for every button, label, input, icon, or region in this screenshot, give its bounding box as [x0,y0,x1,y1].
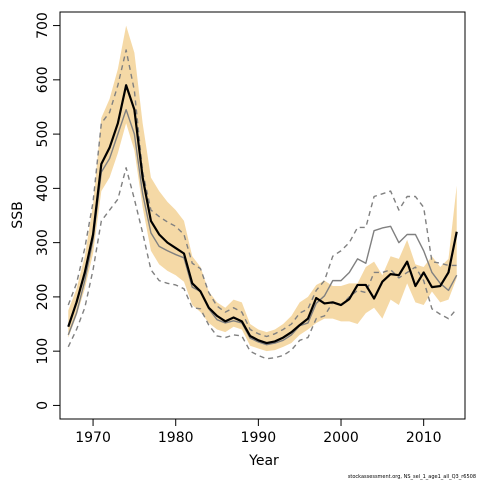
confidence-band-layer [68,25,457,352]
y-tick-label: 600 [35,66,51,93]
y-tick-label: 500 [35,121,51,148]
x-tick-label: 2000 [323,430,359,446]
x-axis-title: Year [248,453,279,469]
y-axis-title: SSB [10,201,26,228]
y-tick-label: 200 [35,284,51,311]
x-tick-label: 1980 [158,430,194,446]
series-line-comparison-central [67,108,458,346]
y-axis: 0 100 200 300 400 500 600 700 [35,12,60,410]
series-line-estimate [67,84,458,345]
y-tick-label: 0 [35,401,51,410]
x-tick-label: 1970 [75,430,111,446]
y-tick-label: 300 [35,229,51,256]
confidence-band [68,25,457,352]
series-layer [67,49,458,360]
series-line-comparison-lower [67,167,458,360]
x-tick-label: 2010 [406,430,442,446]
x-tick-label: 1990 [241,430,277,446]
y-tick-label: 100 [35,338,51,365]
y-tick-label: 700 [35,12,51,39]
x-axis: 1970 1980 1990 2000 2010 [75,419,441,446]
y-tick-label: 400 [35,175,51,202]
credit-text: stockassessment.org, NS_sel_1_age1_all_Q… [348,474,476,480]
series-line-comparison-upper [67,49,457,338]
plot-frame [59,11,466,420]
